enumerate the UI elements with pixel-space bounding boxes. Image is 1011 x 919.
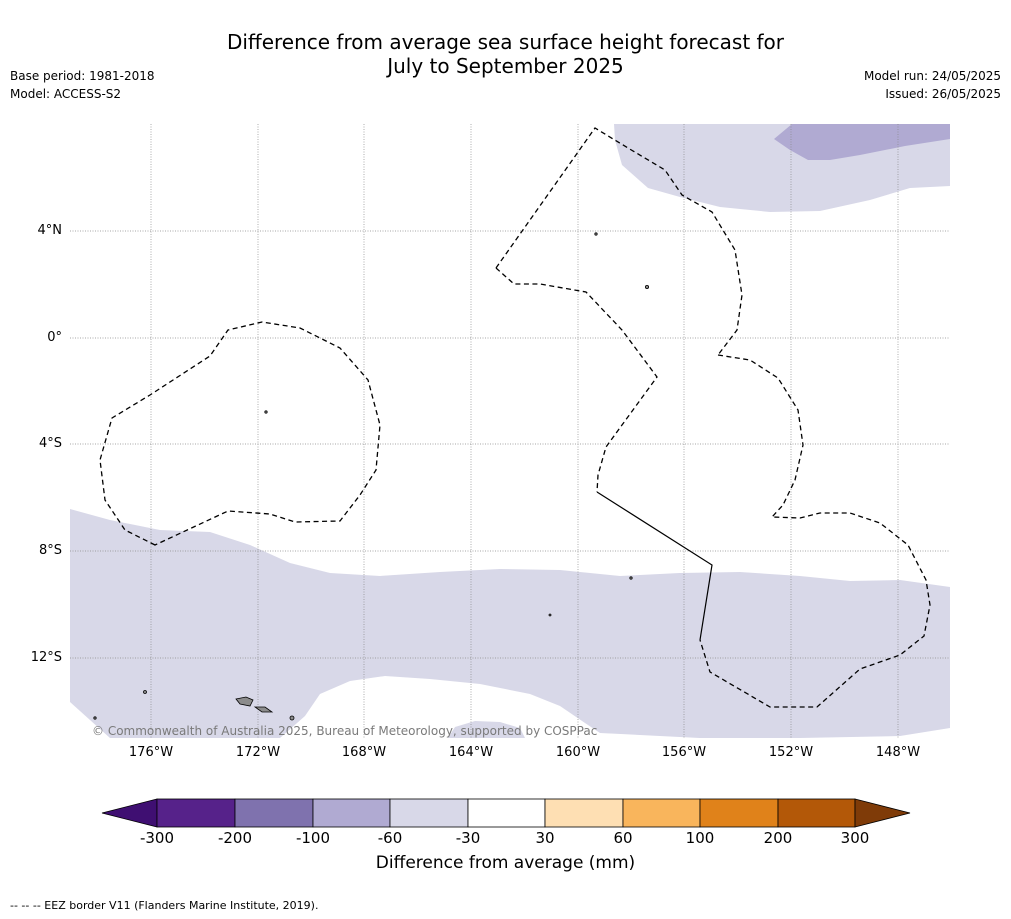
lat-label-4n: 4°N — [37, 223, 63, 238]
eez-kiribati-line-north — [495, 127, 743, 356]
lon-label-156w: 156°W — [661, 745, 707, 760]
island-a — [143, 690, 147, 694]
colorbar-tick-8: 100 — [685, 829, 715, 847]
map-mask-bottom — [70, 738, 951, 742]
model-run: Model run: 24/05/2025 — [863, 69, 1001, 83]
lat-label-4s: 4°S — [38, 436, 62, 451]
title-line-1: Difference from average sea surface heig… — [226, 30, 785, 54]
base-period: Base period: 1981-2018 — [10, 69, 155, 83]
model-name: Model: ACCESS-S2 — [10, 87, 122, 101]
copyright-notice: © Commonwealth of Australia 2025, Bureau… — [92, 724, 598, 738]
colorbar-band-4 — [389, 798, 469, 828]
island-savaii — [235, 696, 254, 707]
colorbar-band-2 — [234, 798, 314, 828]
colorbar-tick-4: -60 — [377, 829, 403, 847]
colorbar-tick-10: 300 — [840, 829, 870, 847]
islands — [93, 232, 650, 721]
maritime-boundary — [596, 491, 713, 641]
lon-label-160w: 160°W — [555, 745, 601, 760]
eez-kiribati-line-west — [495, 267, 658, 493]
island-tutuila — [289, 715, 295, 721]
eez-footnote: -- -- -- EEZ border V11 (Flanders Marine… — [10, 899, 319, 912]
colorbar-band-8 — [699, 798, 779, 828]
colorbar-band-5 — [467, 798, 546, 828]
lon-label-148w: 148°W — [875, 745, 921, 760]
title-line-2: July to September 2025 — [387, 54, 624, 78]
eez-borders — [99, 127, 931, 708]
colorbar-title: Difference from average (mm) — [375, 853, 636, 873]
island-f — [629, 576, 633, 580]
lat-label-0: 0° — [47, 330, 62, 345]
lat-label-8s: 8°S — [38, 543, 62, 558]
island-d — [594, 232, 598, 236]
colorbar-tick-6: 30 — [535, 829, 555, 847]
island-g — [548, 613, 552, 617]
issued-date: Issued: 26/05/2025 — [885, 87, 1001, 101]
lon-label-172w: 172°W — [235, 745, 281, 760]
colorbar-band-1 — [156, 798, 236, 828]
colorbar-tick-9: 200 — [763, 829, 793, 847]
colorbar-tick-5: -30 — [455, 829, 481, 847]
island-c — [645, 284, 650, 289]
colorbar-band-6 — [544, 798, 624, 828]
colorbar-tick-2: -200 — [217, 829, 253, 847]
anomaly-region-north-medium — [774, 124, 950, 160]
colorbar-band-7 — [622, 798, 701, 828]
colorbar-extend-high — [854, 798, 911, 828]
lon-label-168w: 168°W — [341, 745, 387, 760]
island-e — [264, 410, 268, 414]
lon-label-152w: 152°W — [768, 745, 814, 760]
island-b — [93, 716, 97, 720]
colorbar-band-3 — [312, 798, 391, 828]
colorbar-extend-low — [101, 798, 158, 828]
anomaly-region-south-patch — [448, 721, 525, 738]
colorbar-tick-1: -300 — [139, 829, 175, 847]
colorbar-band-9 — [777, 798, 856, 828]
lon-label-176w: 176°W — [128, 745, 174, 760]
colorbar-tick-3: -100 — [295, 829, 331, 847]
colorbar-tick-7: 60 — [613, 829, 633, 847]
lat-label-12s: 12°S — [30, 650, 62, 665]
lon-label-164w: 164°W — [448, 745, 494, 760]
meta-left: Base period: 1981-2018 Model: ACCESS-S2 — [10, 67, 155, 103]
island-upolu — [253, 706, 274, 713]
chart-title: Difference from average sea surface heig… — [0, 30, 1011, 78]
anomaly-region-south-light — [70, 509, 950, 738]
eez-kiribati-line-south — [699, 354, 931, 708]
meta-right: Model run: 24/05/2025 Issued: 26/05/2025 — [864, 67, 1001, 103]
